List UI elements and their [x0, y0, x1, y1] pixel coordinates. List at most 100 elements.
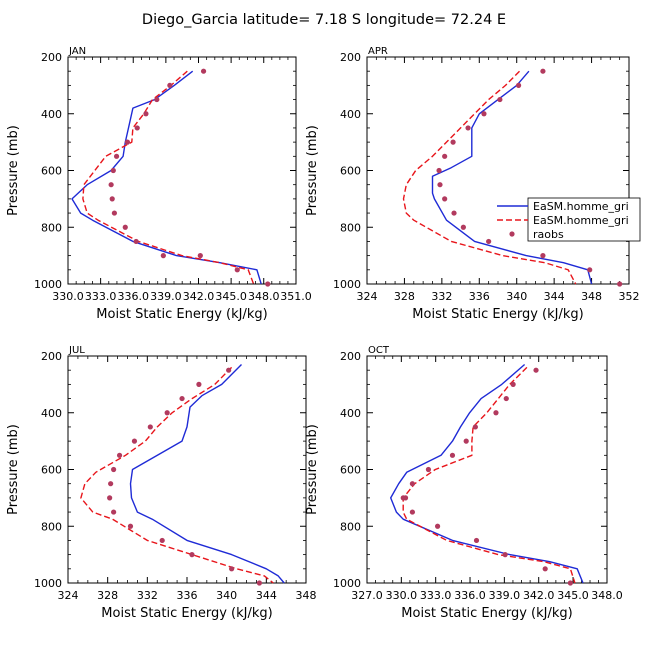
x-axis-label: Moist Static Energy (kJ/kg): [412, 307, 583, 322]
y-tick-label: 1000: [333, 577, 361, 590]
raobs-point: [497, 96, 503, 103]
y-axis-label: Pressure (mb): [305, 424, 320, 515]
series-line-model-1: [390, 363, 584, 584]
y-tick-label: 600: [41, 464, 62, 477]
raobs-point: [265, 281, 271, 287]
raobs-point: [154, 96, 160, 103]
raobs-point: [127, 523, 134, 529]
y-tick-label: 400: [41, 108, 62, 121]
raobs-point: [122, 224, 128, 230]
y-tick-label: 600: [340, 165, 361, 178]
raobs-point: [486, 238, 492, 245]
plot-frame: [67, 56, 297, 285]
raobs-point: [451, 210, 457, 216]
x-tick-label: 339.0: [489, 589, 521, 602]
raobs-point: [442, 196, 448, 202]
raobs-point: [481, 111, 487, 117]
figure-title: Diego_Garcia latitude= 7.18 S longitude=…: [142, 12, 506, 28]
x-tick-label: 336: [177, 589, 198, 602]
series-raobs: [107, 367, 262, 586]
raobs-point: [617, 281, 623, 287]
y-tick-label: 400: [41, 407, 62, 420]
x-tick-label: 330.0: [52, 290, 84, 303]
x-axis-label: Moist Static Energy (kJ/kg): [96, 307, 267, 322]
x-tick-label: 342.0: [523, 589, 555, 602]
raobs-point: [200, 68, 207, 74]
raobs-point: [196, 381, 202, 387]
raobs-point: [124, 139, 131, 145]
x-tick-label: 328: [394, 290, 415, 303]
raobs-point: [111, 210, 117, 216]
raobs-point: [449, 452, 456, 458]
x-tick-label: 344: [256, 589, 277, 602]
series-raobs: [108, 68, 271, 287]
raobs-point: [111, 466, 117, 473]
y-tick-label: 1000: [34, 278, 62, 291]
raobs-point: [502, 552, 508, 558]
raobs-point: [437, 182, 443, 188]
raobs-point: [587, 267, 593, 273]
x-tick-label: 336.0: [454, 589, 486, 602]
raobs-point: [107, 495, 113, 501]
raobs-point: [436, 167, 442, 174]
y-tick-label: 400: [340, 407, 361, 420]
raobs-point: [542, 566, 548, 572]
raobs-point: [510, 381, 516, 387]
raobs-point: [131, 438, 138, 444]
x-tick-label: 348.0: [591, 589, 623, 602]
raobs-point: [160, 253, 166, 259]
x-tick-label: 332: [137, 589, 158, 602]
raobs-point: [460, 224, 466, 230]
raobs-point: [189, 552, 195, 558]
raobs-point: [167, 82, 173, 88]
x-tick-label: 345.0: [557, 589, 589, 602]
x-tick-label: 333.0: [85, 290, 117, 303]
raobs-point: [164, 410, 170, 416]
x-tick-label: 327.0: [351, 589, 383, 602]
panel-title: OCT: [368, 345, 390, 356]
x-tick-label: 345.0: [215, 290, 247, 303]
legend: EaSM.homme_gri EaSM.homme_gri raobs: [497, 197, 641, 242]
y-tick-label: 800: [340, 221, 361, 234]
y-tick-label: 200: [340, 51, 361, 64]
legend-label-raobs: raobs: [533, 228, 564, 241]
y-tick-label: 600: [340, 464, 361, 477]
y-tick-label: 1000: [34, 577, 62, 590]
x-tick-label: 330.0: [386, 589, 418, 602]
series-line-model-1: [431, 70, 593, 285]
x-tick-label: 344: [544, 290, 565, 303]
panel-title: APR: [368, 46, 388, 57]
y-tick-label: 1000: [333, 278, 361, 291]
raobs-point: [463, 438, 469, 444]
x-tick-label: 352: [619, 290, 640, 303]
raobs-point: [109, 196, 115, 202]
x-tick-label: 324: [357, 290, 378, 303]
raobs-point: [493, 410, 499, 416]
x-tick-label: 348: [296, 589, 317, 602]
raobs-point: [533, 367, 539, 373]
x-tick-label: 348.0: [248, 290, 280, 303]
raobs-point: [409, 509, 416, 515]
raobs-point: [409, 481, 416, 487]
y-tick-label: 800: [41, 221, 62, 234]
y-axis-label: Pressure (mb): [6, 424, 21, 515]
legend-label-model-1: EaSM.homme_gri: [533, 200, 629, 213]
raobs-point: [116, 452, 123, 458]
x-axis-label: Moist Static Energy (kJ/kg): [401, 606, 572, 621]
raobs-point: [442, 153, 448, 159]
y-tick-label: 200: [41, 51, 62, 64]
raobs-point: [110, 167, 116, 174]
raobs-point: [159, 537, 165, 544]
raobs-point: [425, 466, 432, 473]
series-line-model-2: [82, 70, 255, 285]
raobs-point: [473, 537, 480, 544]
raobs-point: [256, 580, 262, 586]
raobs-point: [134, 125, 140, 131]
series-line-model-2: [402, 366, 576, 584]
legend-label-model-2: EaSM.homme_gri: [533, 214, 629, 227]
series-raobs: [400, 367, 573, 586]
x-axis-label: Moist Static Energy (kJ/kg): [101, 606, 272, 621]
